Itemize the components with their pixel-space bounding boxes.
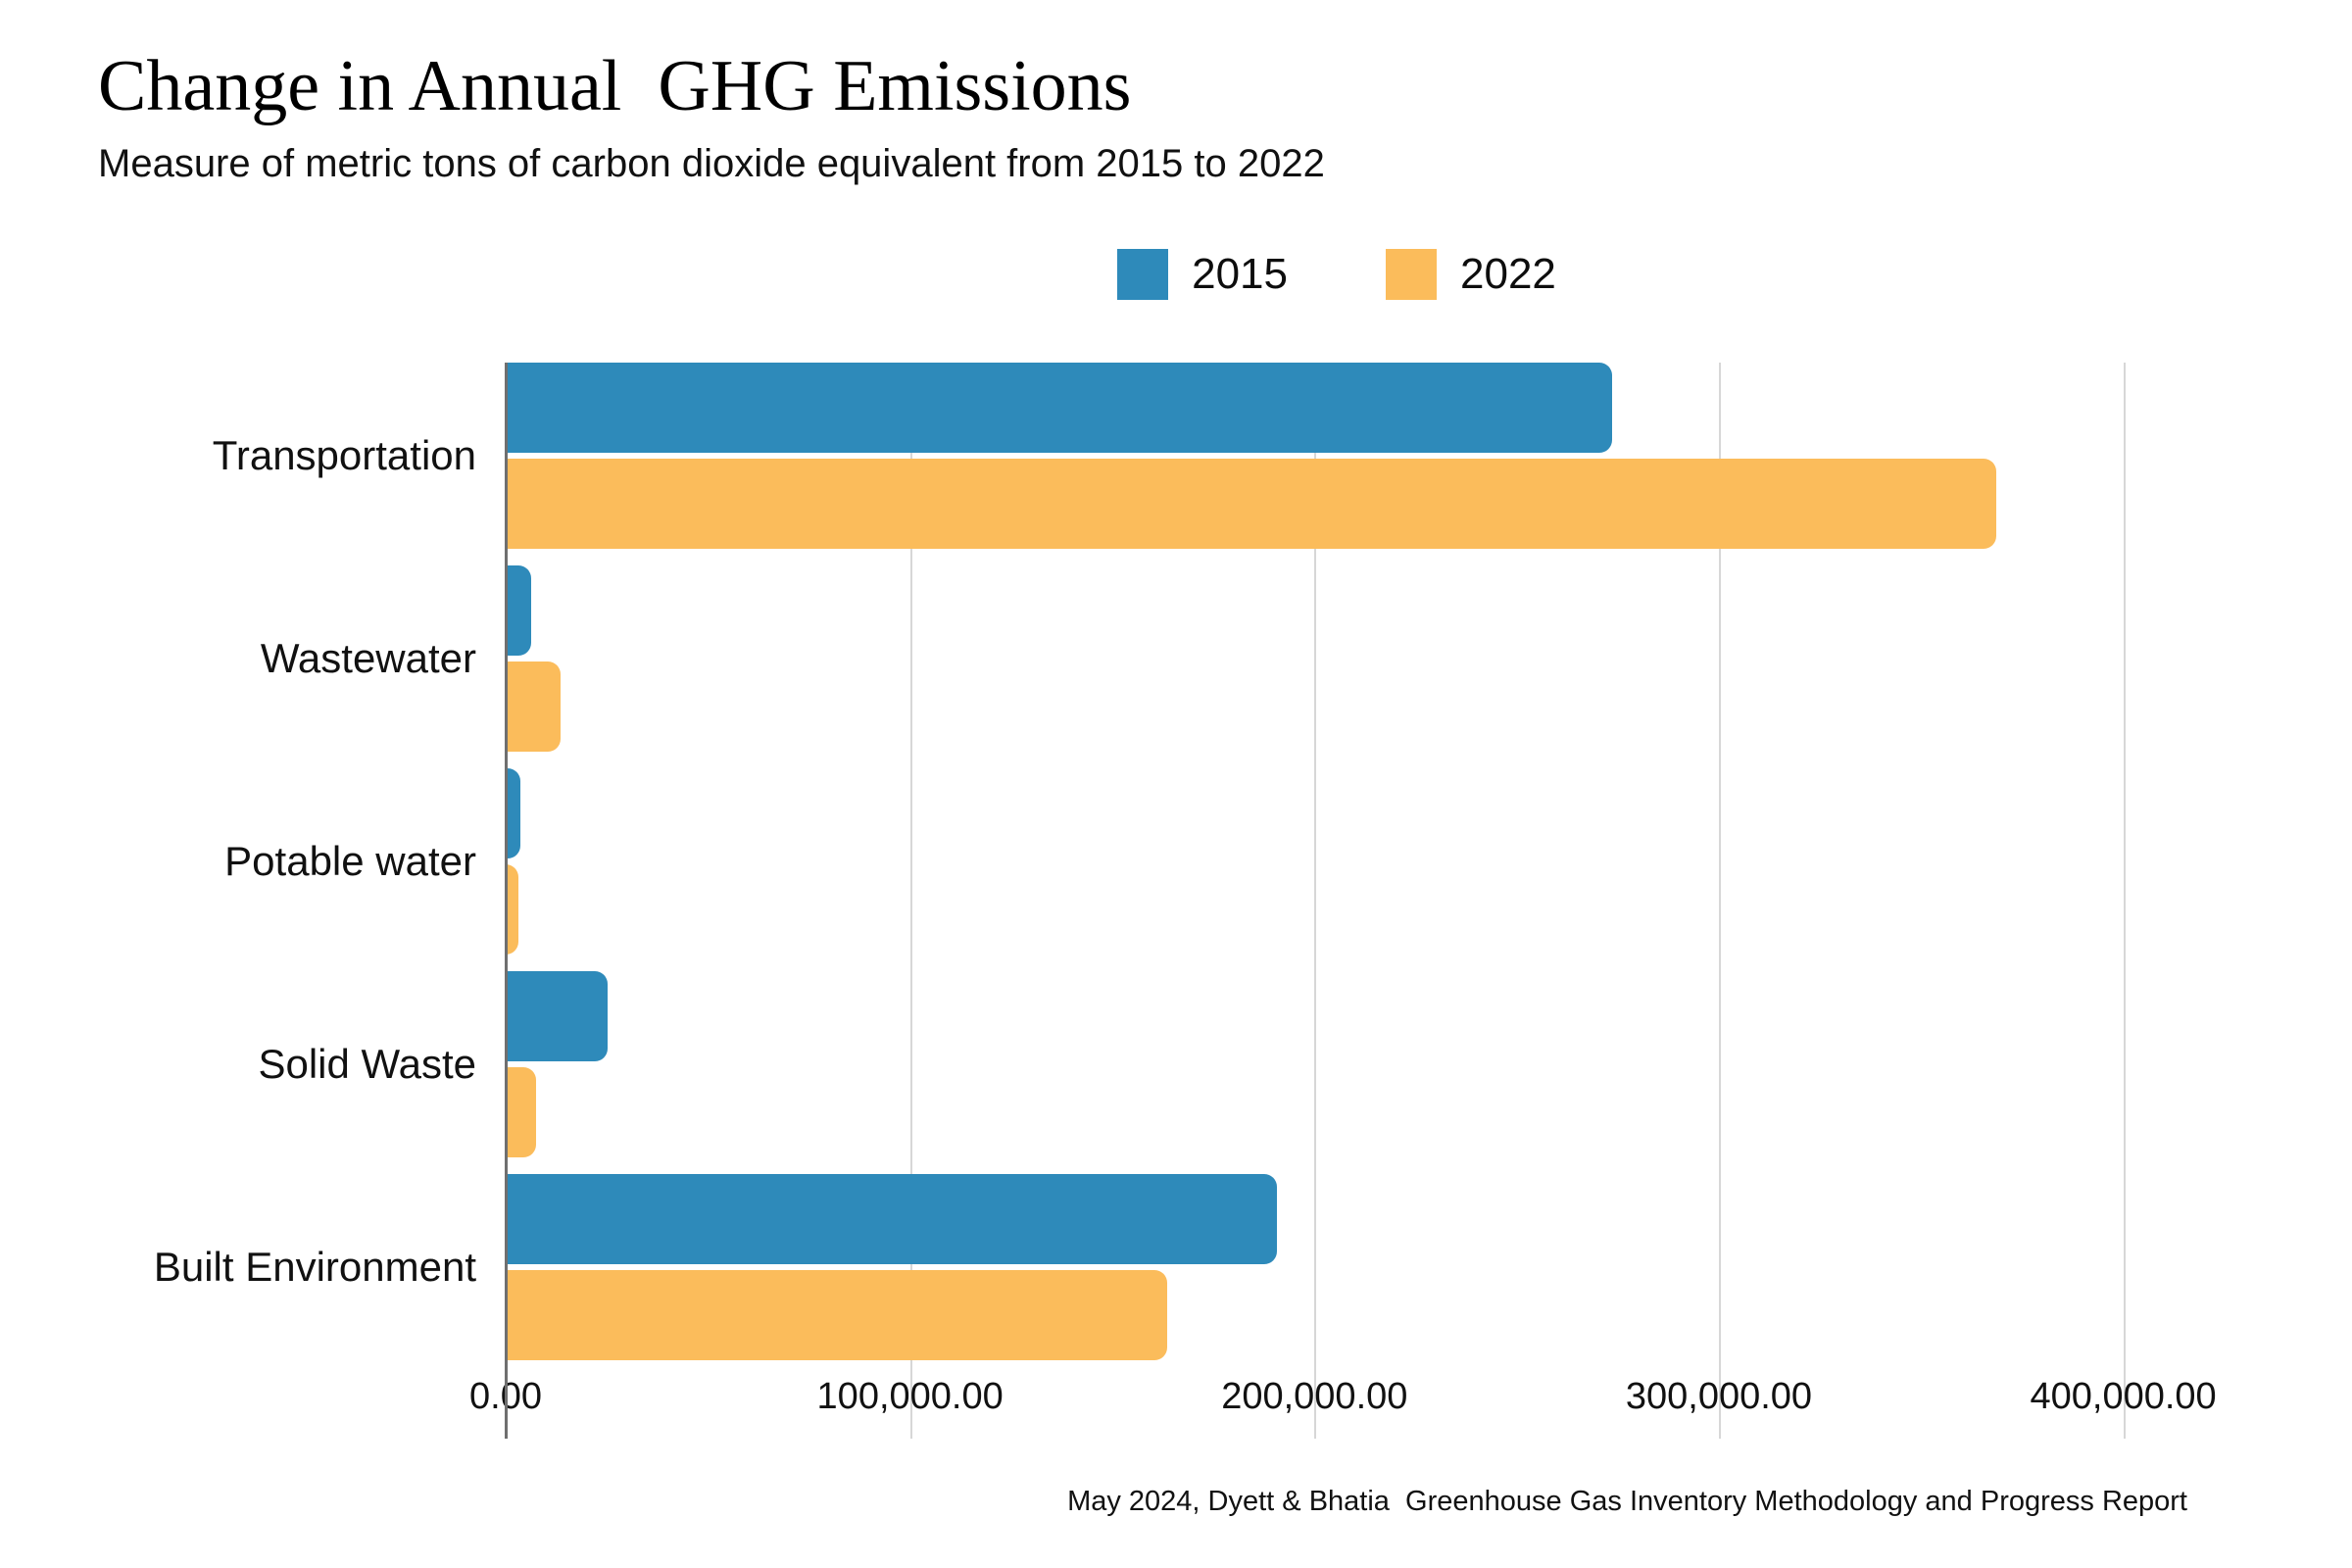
x-tick-label-100000: 100,000.00: [816, 1375, 1004, 1417]
category-label-transportation: Transportation: [212, 431, 476, 478]
bar-2022-potable-water: [506, 863, 518, 955]
category-row-wastewater: Wastewater: [0, 564, 2168, 752]
category-row-solid-waste: Solid Waste: [0, 970, 2168, 1157]
gridline-300000: [1718, 362, 1721, 1439]
gridline-100000: [909, 362, 912, 1439]
bar-2015-built-environment: [506, 1173, 1278, 1264]
bar-2015-wastewater: [506, 564, 531, 656]
x-axis-tick-labels: 0.00 100,000.00 200,000.00 300,000.00 400,00…: [469, 1375, 2217, 1439]
category-row-built-environment: Built Environment: [0, 1173, 2168, 1360]
gridline-400000: [2123, 362, 2126, 1439]
bar-chart: Transportation Wastewater Potable water Sol…: [0, 362, 2217, 1439]
bar-2022-built-environment: [506, 1269, 1168, 1360]
bar-group-built-environment: [506, 1173, 2168, 1360]
category-label-wastewater: Wastewater: [260, 634, 476, 681]
x-tick-label-400000: 400,000.00: [2030, 1375, 2217, 1417]
bar-group-transportation: [506, 362, 2168, 549]
category-row-transportation: Transportation: [0, 362, 2168, 549]
bar-2022-wastewater: [506, 661, 562, 752]
legend-item-2022: 2022: [1386, 248, 1556, 300]
category-label-built-environment: Built Environment: [153, 1243, 476, 1290]
bar-group-potable-water: [506, 767, 2168, 955]
category-label-solid-waste: Solid Waste: [258, 1040, 476, 1087]
chart-subtitle: Measure of metric tons of carbon dioxide…: [98, 141, 1325, 185]
bar-2022-transportation: [506, 458, 1997, 549]
bar-2015-potable-water: [506, 767, 520, 858]
bar-2015-transportation: [506, 362, 1612, 453]
category-label-potable-water: Potable water: [224, 837, 476, 884]
y-axis-line: [505, 362, 508, 1439]
legend-swatch-2022: [1386, 248, 1437, 300]
legend: 2015 2022: [506, 247, 2168, 302]
gridline-200000: [1314, 362, 1317, 1439]
legend-swatch-2015: [1117, 248, 1169, 300]
legend-item-2015: 2015: [1117, 248, 1288, 300]
x-tick-label-300000: 300,000.00: [1625, 1375, 1813, 1417]
legend-label-2015: 2015: [1192, 249, 1288, 298]
legend-label-2022: 2022: [1460, 249, 1556, 298]
x-tick-label-200000: 200,000.00: [1221, 1375, 1408, 1417]
chart-header: Change in Annual GHG Emissions Measure o…: [0, 0, 2352, 186]
bar-2015-solid-waste: [506, 970, 608, 1061]
chart-title: Change in Annual GHG Emissions: [98, 46, 1132, 126]
bar-2022-solid-waste: [506, 1066, 536, 1157]
chart-rows: Transportation Wastewater Potable water Sol…: [0, 362, 2168, 1360]
bar-group-wastewater: [506, 564, 2168, 752]
source-note: May 2024, Dyett & Bhatia Greenhouse Gas …: [1067, 1485, 2187, 1517]
category-row-potable-water: Potable water: [0, 767, 2168, 955]
gridlines: [506, 362, 2168, 1439]
bar-group-solid-waste: [506, 970, 2168, 1157]
